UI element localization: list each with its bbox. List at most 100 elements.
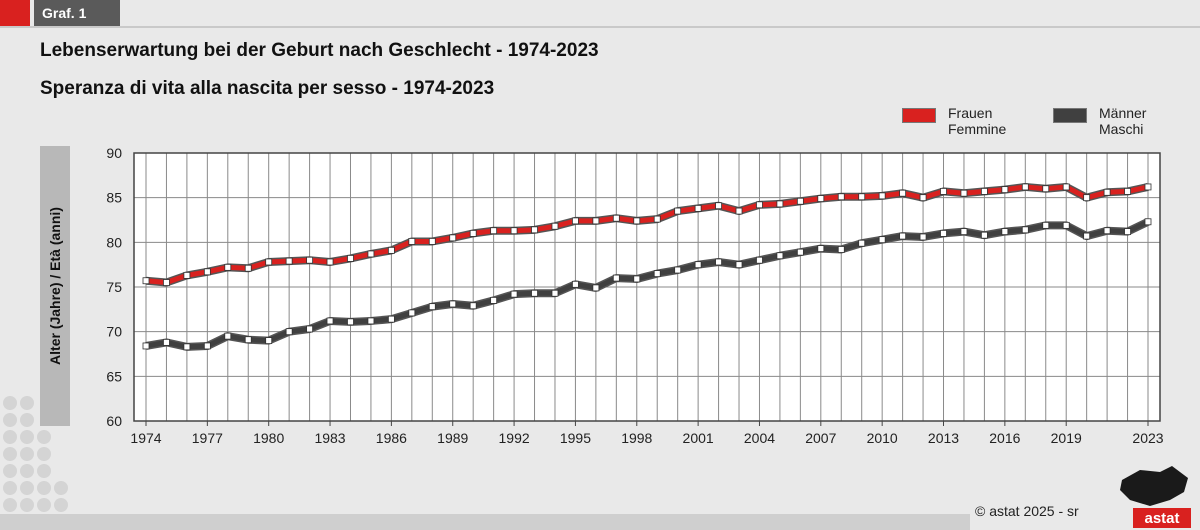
x-tick-label: 2016 (989, 430, 1020, 446)
decorative-dot (20, 481, 34, 495)
data-point-male (1042, 221, 1050, 229)
y-tick-label: 60 (106, 413, 122, 429)
data-point-female (1103, 188, 1111, 196)
decorative-dot (20, 464, 34, 478)
data-point-male (367, 317, 375, 325)
data-point-female (469, 229, 477, 237)
legend-label-female-de: Frauen (948, 105, 993, 121)
x-tick-label: 1995 (560, 430, 591, 446)
data-point-male (326, 317, 334, 325)
series-line-male (145, 219, 1150, 350)
data-point-female (940, 188, 947, 195)
data-point-female (449, 234, 457, 242)
data-point-female (203, 268, 211, 276)
data-point-female (858, 193, 866, 201)
data-point-female (572, 217, 579, 225)
decorative-dot (20, 396, 34, 410)
x-tick-label: 2013 (928, 430, 959, 446)
data-point-male (1103, 227, 1111, 235)
data-point-male (878, 236, 886, 244)
data-point-female (551, 222, 559, 230)
legend-item-female: Frauen Femmine (902, 105, 1006, 137)
data-point-male (224, 332, 232, 340)
data-point-female (919, 194, 927, 202)
decorative-dot (3, 447, 17, 461)
data-point-female (735, 207, 743, 215)
x-tick-label: 1980 (253, 430, 284, 446)
data-point-male (715, 258, 722, 266)
data-point-female (1144, 183, 1152, 191)
decorative-dot (3, 464, 17, 478)
data-point-female (326, 258, 334, 266)
y-tick-label: 65 (106, 368, 122, 384)
data-point-male (858, 239, 866, 247)
data-point-male (735, 261, 743, 269)
data-point-male (592, 284, 600, 292)
data-point-female (960, 189, 968, 197)
data-point-female (1001, 186, 1009, 194)
data-point-female (408, 238, 416, 245)
legend-swatch-female (902, 108, 936, 123)
data-point-female (163, 279, 170, 286)
decorative-dot (37, 447, 51, 461)
data-point-male (1021, 226, 1029, 234)
data-point-male (306, 325, 313, 333)
data-point-male (428, 303, 436, 311)
x-tick-label: 2004 (744, 430, 775, 446)
data-point-male (551, 289, 559, 297)
legend-item-male: Männer Maschi (1053, 105, 1146, 137)
x-tick-label: 2023 (1132, 430, 1163, 446)
data-point-female (878, 192, 886, 200)
data-point-male (940, 229, 947, 237)
footer-bar (0, 514, 970, 530)
decorative-dot (3, 498, 17, 512)
decorative-dot (37, 464, 51, 478)
data-point-male (796, 248, 804, 256)
data-point-male (837, 246, 845, 253)
x-tick-label: 1986 (376, 430, 407, 446)
x-tick-label: 2019 (1051, 430, 1082, 446)
data-point-male (408, 309, 416, 317)
y-tick-label: 70 (106, 324, 122, 340)
data-point-female (531, 226, 538, 234)
data-point-male (449, 300, 457, 308)
data-point-female (306, 256, 313, 264)
data-point-female (347, 255, 354, 262)
x-tick-label: 1998 (621, 430, 652, 446)
data-point-female (899, 189, 907, 197)
decorative-dot (54, 481, 68, 495)
data-point-male (203, 342, 211, 350)
data-point-female (1124, 188, 1131, 195)
x-tick-label: 2001 (683, 430, 714, 446)
decorative-dot (3, 481, 17, 495)
x-tick-label: 1983 (314, 430, 345, 446)
data-point-male (490, 296, 498, 304)
data-point-female (265, 258, 273, 266)
data-point-female (1021, 183, 1029, 191)
logo-red-box (1133, 508, 1191, 528)
decorative-dot (37, 481, 51, 495)
y-tick-label: 90 (106, 145, 122, 161)
decorative-dot (54, 498, 68, 512)
y-axis-label-band (40, 146, 70, 426)
data-point-male (1144, 218, 1152, 226)
data-point-male (653, 270, 661, 278)
data-point-male (960, 228, 968, 236)
chart-subtitle: Speranza di vita alla nascita per sesso … (40, 78, 495, 99)
decorative-dot (3, 430, 17, 444)
data-point-female (592, 217, 600, 225)
data-point-male (694, 261, 702, 269)
data-point-female (612, 214, 620, 222)
data-point-male (347, 318, 354, 326)
decorative-dot (37, 430, 51, 444)
x-tick-label: 1992 (499, 430, 530, 446)
data-point-female (244, 264, 252, 272)
x-tick-label: 1974 (130, 430, 161, 446)
legend-label-male: Männer Maschi (1099, 105, 1146, 137)
region-map-shape (1120, 466, 1188, 506)
data-point-female (653, 215, 661, 223)
data-point-male (633, 275, 641, 283)
decorative-dot (37, 498, 51, 512)
